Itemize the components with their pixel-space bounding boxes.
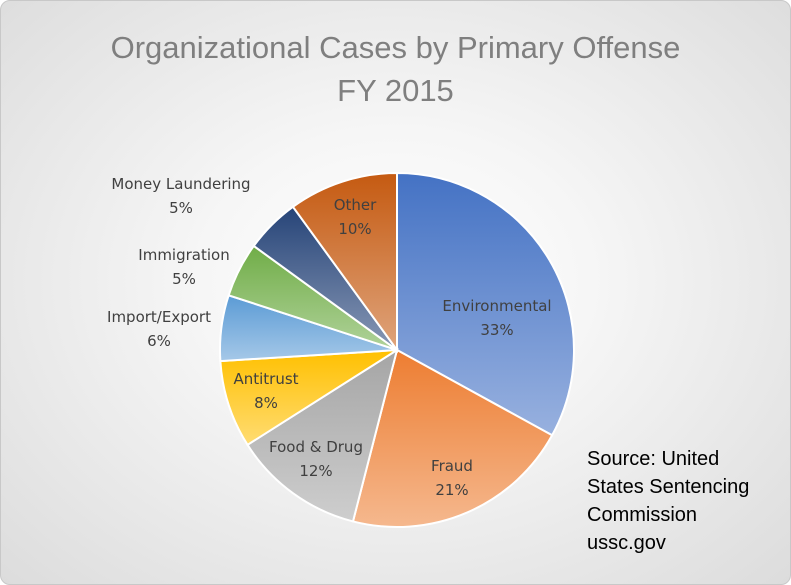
source-line: Commission: [587, 504, 698, 526]
source-line: Source: United: [587, 448, 720, 470]
slice-label: Other: [334, 196, 377, 214]
slice-percent: 10%: [338, 220, 371, 238]
slice-label: Import/Export: [107, 308, 211, 326]
slice-percent: 6%: [147, 332, 171, 350]
source-line: States Sentencing: [587, 476, 750, 498]
source-note: Source: United States Sentencing Commiss…: [587, 445, 787, 557]
pie-slice-environmental: [396, 171, 575, 437]
slice-label: Immigration: [138, 246, 229, 264]
pie-slice-other: [291, 171, 398, 354]
slice-label: Fraud: [431, 457, 473, 475]
slice-percent: 5%: [169, 199, 193, 217]
chart-subtitle: FY 2015: [337, 73, 454, 108]
pie-slice-fraud: [351, 348, 554, 528]
slice-label: Food & Drug: [269, 438, 363, 456]
slice-percent: 5%: [172, 270, 196, 288]
slice-label: Antitrust: [233, 370, 298, 388]
slice-percent: 12%: [299, 462, 332, 480]
pie-slice-food-drug: [246, 347, 399, 523]
pie-slice-antitrust: [219, 349, 398, 447]
slice-percent: 21%: [435, 481, 468, 499]
slice-percent: 8%: [254, 394, 278, 412]
source-link: ussc.gov: [587, 532, 666, 554]
slice-percent: 33%: [480, 321, 513, 339]
slice-label: Environmental: [442, 297, 551, 315]
slice-label: Money Laundering: [111, 175, 250, 193]
chart-title: Organizational Cases by Primary Offense: [110, 30, 681, 65]
